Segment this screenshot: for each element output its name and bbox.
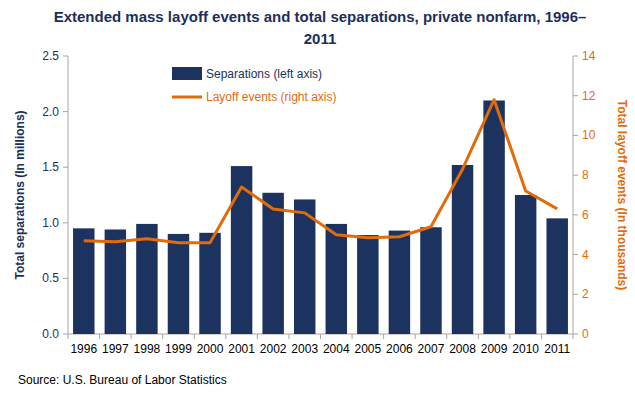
y2-axis-line [573,56,574,334]
x-tick-label: 2008 [449,342,476,356]
x-tick-divider [478,334,479,339]
y-tick-label: 1.0 [42,216,59,230]
bar [326,224,347,334]
bar [357,235,378,334]
bar [452,165,473,334]
x-tick-label: 2006 [386,342,413,356]
x-tick-label: 2005 [354,342,381,356]
y-tick [63,167,68,168]
y-tick [63,222,68,223]
bar [546,218,567,334]
x-tick-label: 1999 [165,342,192,356]
y2-tick-label: 4 [582,248,589,262]
x-tick-divider [194,334,195,339]
x-tick-divider [68,334,69,339]
legend-label: Separations (left axis) [206,67,322,81]
x-tick-divider [288,334,289,339]
y-axis-title: Total separations (In millions) [13,110,27,279]
y-tick [63,334,68,335]
y2-tick [573,135,578,136]
y-tick [63,278,68,279]
x-tick-label: 2010 [512,342,539,356]
source-note: Source: U.S. Bureau of Labor Statistics [18,373,227,387]
y-tick [63,56,68,57]
bar [483,100,504,334]
chart-title: Extended mass layoff events and total se… [40,6,600,50]
bar [389,231,410,334]
y2-tick [573,95,578,96]
y2-tick [573,56,578,57]
legend-swatch [172,96,202,99]
x-tick-divider [225,334,226,339]
y2-tick [573,214,578,215]
x-tick-label: 2003 [291,342,318,356]
x-tick-divider [320,334,321,339]
x-tick-divider [131,334,132,339]
y2-tick-label: 8 [582,168,589,182]
y-axis-line [68,56,69,334]
x-tick-divider [415,334,416,339]
y-tick-label: 0.5 [42,271,59,285]
x-tick-divider [541,334,542,339]
marks [73,100,568,334]
x-tick-divider [383,334,384,339]
y2-tick [573,294,578,295]
bar [515,195,536,334]
x-tick-label: 1996 [70,342,97,356]
y2-tick [573,175,578,176]
x-tick-label: 2001 [228,342,255,356]
y2-tick-label: 14 [582,49,596,63]
x-tick-divider [162,334,163,339]
x-tick-divider [509,334,510,339]
x-tick-label: 2000 [197,342,224,356]
y-tick [63,111,68,112]
x-tick-label: 2002 [260,342,287,356]
bar [73,228,94,334]
bar [168,234,189,334]
bar [105,229,126,334]
x-tick-divider [257,334,258,339]
x-tick-label: 2004 [323,342,350,356]
bar [262,193,283,334]
x-tick-divider [573,334,574,339]
x-tick-divider [446,334,447,339]
bar [420,227,441,334]
y2-tick-label: 0 [582,327,589,341]
y2-tick [573,254,578,255]
chart: 0.0 0.5 1.0 1.5 2.0 2.5 0 2 4 6 8 10 12 14 1996 1997 199… [0,0,635,397]
y2-tick-label: 12 [582,89,596,103]
legend-label: Layoff events (right axis) [206,90,337,104]
bar [199,233,220,334]
x-tick-divider [352,334,353,339]
y-tick-label: 0.0 [42,327,59,341]
x-tick-label: 2009 [481,342,508,356]
line [84,100,557,243]
y2-tick-label: 2 [582,287,589,301]
y-tick-label: 2.0 [42,105,59,119]
x-tick-label: 1998 [134,342,161,356]
legend-swatch [172,67,202,80]
x-tick-divider [99,334,100,339]
y2-axis-title: Total layoff events (In thousands) [615,100,629,290]
y-tick-label: 2.5 [42,49,59,63]
x-tick-label: 1997 [102,342,129,356]
x-tick-label: 2011 [544,342,570,356]
legend: Separations (left axis) Layoff events (ri… [172,67,337,104]
y2-tick [573,334,578,335]
x-tick-label: 2007 [418,342,445,356]
y-tick-label: 1.5 [42,160,59,174]
y2-tick-label: 10 [582,128,596,142]
y2-tick-label: 6 [582,208,589,222]
